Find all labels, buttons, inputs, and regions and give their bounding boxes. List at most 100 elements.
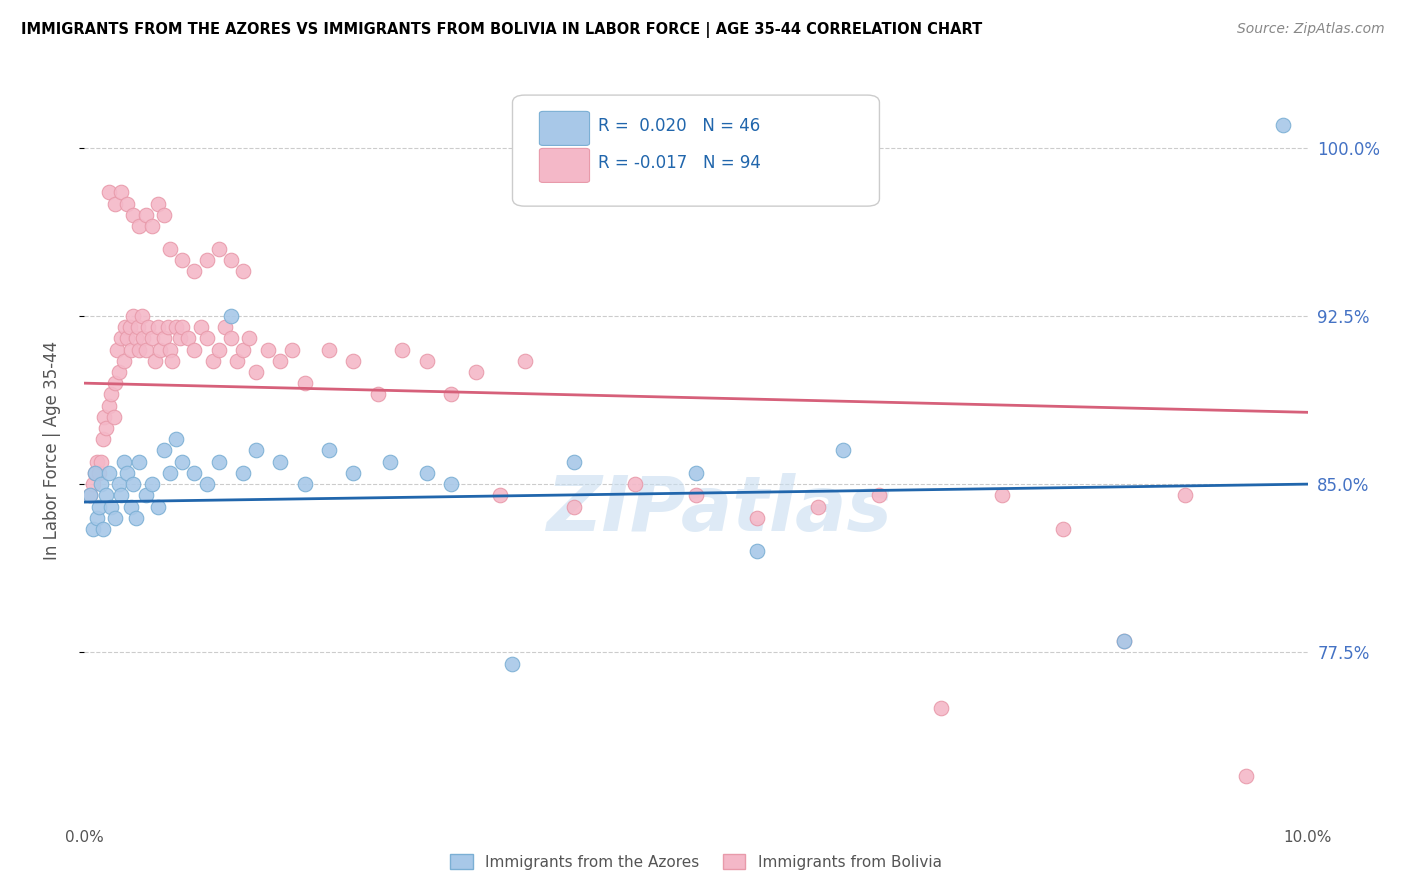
Point [159, 466, 181, 480]
Point [114, 320, 136, 334]
Point [257, 343, 280, 357]
Point [112, 455, 135, 469]
Point [128, 343, 150, 357]
Point [141, 331, 163, 345]
Point [219, 252, 242, 267]
Point [208, 455, 231, 469]
Point [342, 466, 364, 480]
Point [82, 477, 104, 491]
Point [104, 376, 127, 391]
Point [416, 466, 439, 480]
Point [96, 421, 118, 435]
Text: IMMIGRANTS FROM THE AZORES VS IMMIGRANTS FROM BOLIVIA IN LABOR FORCE | AGE 35-44: IMMIGRANTS FROM THE AZORES VS IMMIGRANTS… [21, 22, 983, 38]
Point [146, 196, 169, 211]
Point [120, 500, 142, 514]
Point [153, 443, 176, 458]
Point [747, 544, 769, 558]
Point [110, 331, 132, 345]
Point [183, 466, 205, 480]
Legend: Immigrants from the Azores, Immigrants from Bolivia: Immigrants from the Azores, Immigrants f… [444, 847, 948, 876]
Point [91, 432, 114, 446]
Point [84, 466, 107, 480]
Point [172, 320, 194, 334]
Point [128, 455, 150, 469]
Point [79, 488, 101, 502]
Point [86, 510, 108, 524]
Point [118, 320, 141, 334]
Point [87, 466, 110, 480]
Point [135, 343, 157, 357]
Point [214, 320, 236, 334]
Point [128, 219, 150, 233]
Text: R = -0.017   N = 94: R = -0.017 N = 94 [598, 154, 761, 172]
Point [103, 409, 125, 424]
Point [269, 353, 291, 368]
FancyBboxPatch shape [540, 112, 589, 145]
Point [135, 208, 157, 222]
Point [367, 387, 389, 401]
Point [831, 443, 853, 458]
Point [342, 353, 364, 368]
Text: R =  0.020   N = 46: R = 0.020 N = 46 [598, 117, 761, 136]
Text: Source: ZipAtlas.com: Source: ZipAtlas.com [1237, 22, 1385, 37]
Point [156, 320, 179, 334]
Point [112, 353, 135, 368]
FancyBboxPatch shape [540, 148, 589, 183]
Point [146, 500, 169, 514]
Point [143, 353, 166, 368]
Point [97, 399, 120, 413]
Point [79, 488, 101, 502]
Point [97, 466, 120, 480]
Point [380, 455, 402, 469]
Point [82, 522, 104, 536]
Point [1272, 118, 1295, 132]
Point [127, 320, 149, 334]
Point [1114, 634, 1136, 648]
Point [991, 488, 1014, 502]
Point [172, 252, 194, 267]
Point [136, 320, 159, 334]
Point [245, 443, 267, 458]
Point [115, 331, 138, 345]
Point [562, 500, 585, 514]
FancyBboxPatch shape [513, 95, 880, 206]
Point [165, 320, 187, 334]
Point [747, 510, 769, 524]
Point [104, 510, 127, 524]
Point [232, 343, 254, 357]
Point [104, 196, 127, 211]
Point [169, 331, 191, 345]
Point [146, 320, 169, 334]
Point [135, 488, 157, 502]
Point [90, 477, 112, 491]
Point [153, 331, 176, 345]
Point [226, 353, 249, 368]
Point [416, 353, 439, 368]
Point [1052, 522, 1074, 536]
Point [105, 343, 128, 357]
Point [195, 252, 218, 267]
Point [391, 343, 413, 357]
Point [110, 186, 132, 200]
Point [97, 186, 120, 200]
Point [440, 477, 463, 491]
Point [513, 353, 536, 368]
Point [685, 466, 707, 480]
Point [141, 477, 163, 491]
Point [172, 455, 194, 469]
Point [232, 466, 254, 480]
Point [208, 343, 231, 357]
Point [464, 365, 486, 379]
Point [232, 264, 254, 278]
Point [294, 376, 316, 391]
Point [929, 701, 952, 715]
Point [245, 365, 267, 379]
Point [201, 353, 224, 368]
Point [125, 510, 148, 524]
Point [115, 466, 138, 480]
Point [100, 500, 122, 514]
Point [87, 500, 110, 514]
Point [440, 387, 463, 401]
Point [96, 488, 118, 502]
Point [208, 242, 231, 256]
